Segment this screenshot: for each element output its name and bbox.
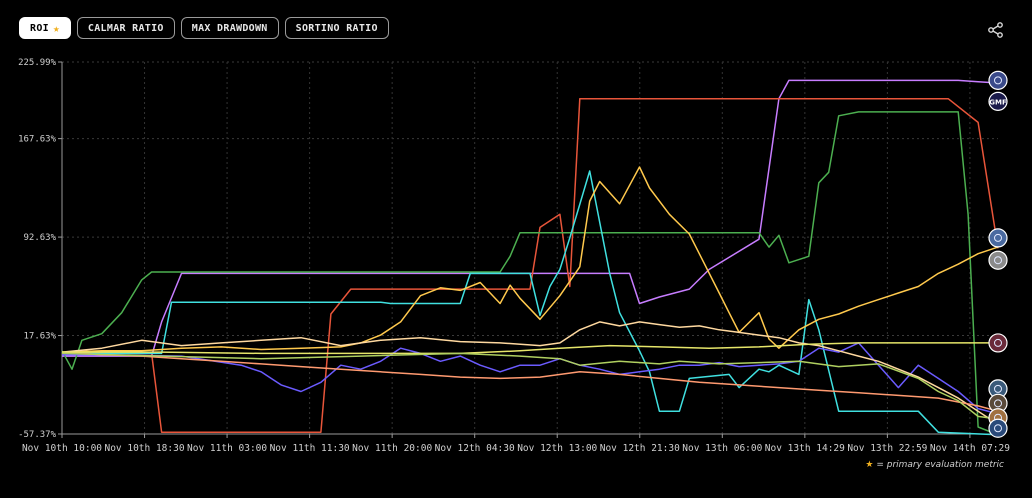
y-tick-label: 17.63% bbox=[23, 332, 56, 342]
badge-avatar bbox=[988, 250, 1008, 270]
x-tick-label: Nov 10th 18:30 bbox=[104, 443, 184, 454]
x-tick-label: Nov 13th 14:29 bbox=[765, 443, 845, 454]
badge-glyph bbox=[994, 233, 1002, 242]
x-tick-label: Nov 14th 07:29 bbox=[930, 443, 1010, 454]
badge-avatar bbox=[988, 418, 1008, 438]
x-tick-label: Nov 11th 20:00 bbox=[352, 443, 432, 454]
badge-glyph bbox=[994, 384, 1002, 393]
badge-glyph bbox=[994, 256, 1002, 265]
star-icon: ★ bbox=[865, 460, 874, 470]
series-line-4[interactable] bbox=[61, 166, 999, 353]
y-tick-label: 167.63% bbox=[18, 135, 57, 145]
tab-roi[interactable]: ROI ★ bbox=[19, 17, 71, 39]
badge-label: GMF bbox=[989, 98, 1007, 106]
badge-avatar bbox=[988, 333, 1008, 353]
tab-calmar-ratio[interactable]: CALMAR RATIO bbox=[76, 17, 175, 39]
chart-axes bbox=[58, 61, 998, 438]
y-tick-label: 92.63% bbox=[23, 233, 56, 243]
x-tick-label: Nov 12th 04:30 bbox=[435, 443, 515, 454]
chart-grid bbox=[61, 61, 998, 435]
y-axis-ticks: 225.99% 167.63% 92.63% 17.63% -57.37% bbox=[18, 58, 57, 440]
series-end-badge[interactable] bbox=[988, 228, 1008, 248]
x-axis-ticks: Nov 10th 10:00 Nov 10th 18:30 Nov 11th 03:… bbox=[22, 443, 1010, 454]
series-line-5[interactable] bbox=[62, 342, 999, 415]
share-icon[interactable] bbox=[986, 20, 1006, 40]
tab-max-drawdown[interactable]: MAX DRAWDOWN bbox=[180, 17, 279, 39]
footnote: ★ = primary evaluation metric bbox=[865, 460, 1004, 470]
x-tick-label: Nov 11th 11:30 bbox=[270, 443, 350, 454]
x-tick-label: Nov 13th 06:00 bbox=[682, 443, 762, 454]
badge-avatar bbox=[988, 228, 1008, 248]
series-line-6[interactable] bbox=[61, 321, 999, 425]
series-line-1[interactable] bbox=[62, 97, 999, 433]
x-tick-label: Nov 10th 10:00 bbox=[22, 443, 102, 454]
badge-glyph bbox=[994, 424, 1002, 433]
badge-avatar bbox=[988, 70, 1008, 90]
series-line-9[interactable] bbox=[61, 352, 999, 420]
series-end-badge[interactable] bbox=[988, 250, 1008, 270]
star-icon: ★ bbox=[52, 21, 60, 35]
metric-tabs: ROI ★ CALMAR RATIO MAX DRAWDOWN SORTINO R… bbox=[19, 17, 389, 39]
series-end-badge[interactable] bbox=[988, 70, 1008, 90]
badge-avatar bbox=[988, 91, 1008, 111]
x-tick-label: Nov 13th 22:59 bbox=[847, 443, 927, 454]
series-line-3[interactable] bbox=[62, 170, 999, 436]
series-end-badge[interactable] bbox=[988, 379, 1008, 399]
x-tick-label: Nov 12th 13:00 bbox=[517, 443, 597, 454]
badge-glyph bbox=[994, 399, 1002, 408]
series-end-badge[interactable]: GMF bbox=[988, 91, 1008, 111]
tab-sortino-ratio[interactable]: SORTINO RATIO bbox=[284, 17, 389, 39]
y-tick-label: -57.37% bbox=[18, 430, 57, 440]
x-tick-label: Nov 11th 03:00 bbox=[187, 443, 267, 454]
series-end-badge[interactable] bbox=[988, 418, 1008, 438]
series-line-8[interactable] bbox=[62, 342, 998, 355]
series-end-badge[interactable] bbox=[988, 333, 1008, 353]
badge-glyph bbox=[994, 338, 1002, 347]
y-tick-label: 225.99% bbox=[18, 58, 57, 68]
chart-series bbox=[61, 79, 999, 436]
series-line-0[interactable] bbox=[62, 79, 999, 357]
series-end-badges: GMF bbox=[988, 70, 1008, 438]
series-line-7[interactable] bbox=[61, 351, 999, 412]
x-tick-label: Nov 12th 21:30 bbox=[600, 443, 680, 454]
badge-glyph bbox=[994, 76, 1002, 85]
series-line-2[interactable] bbox=[61, 111, 999, 436]
